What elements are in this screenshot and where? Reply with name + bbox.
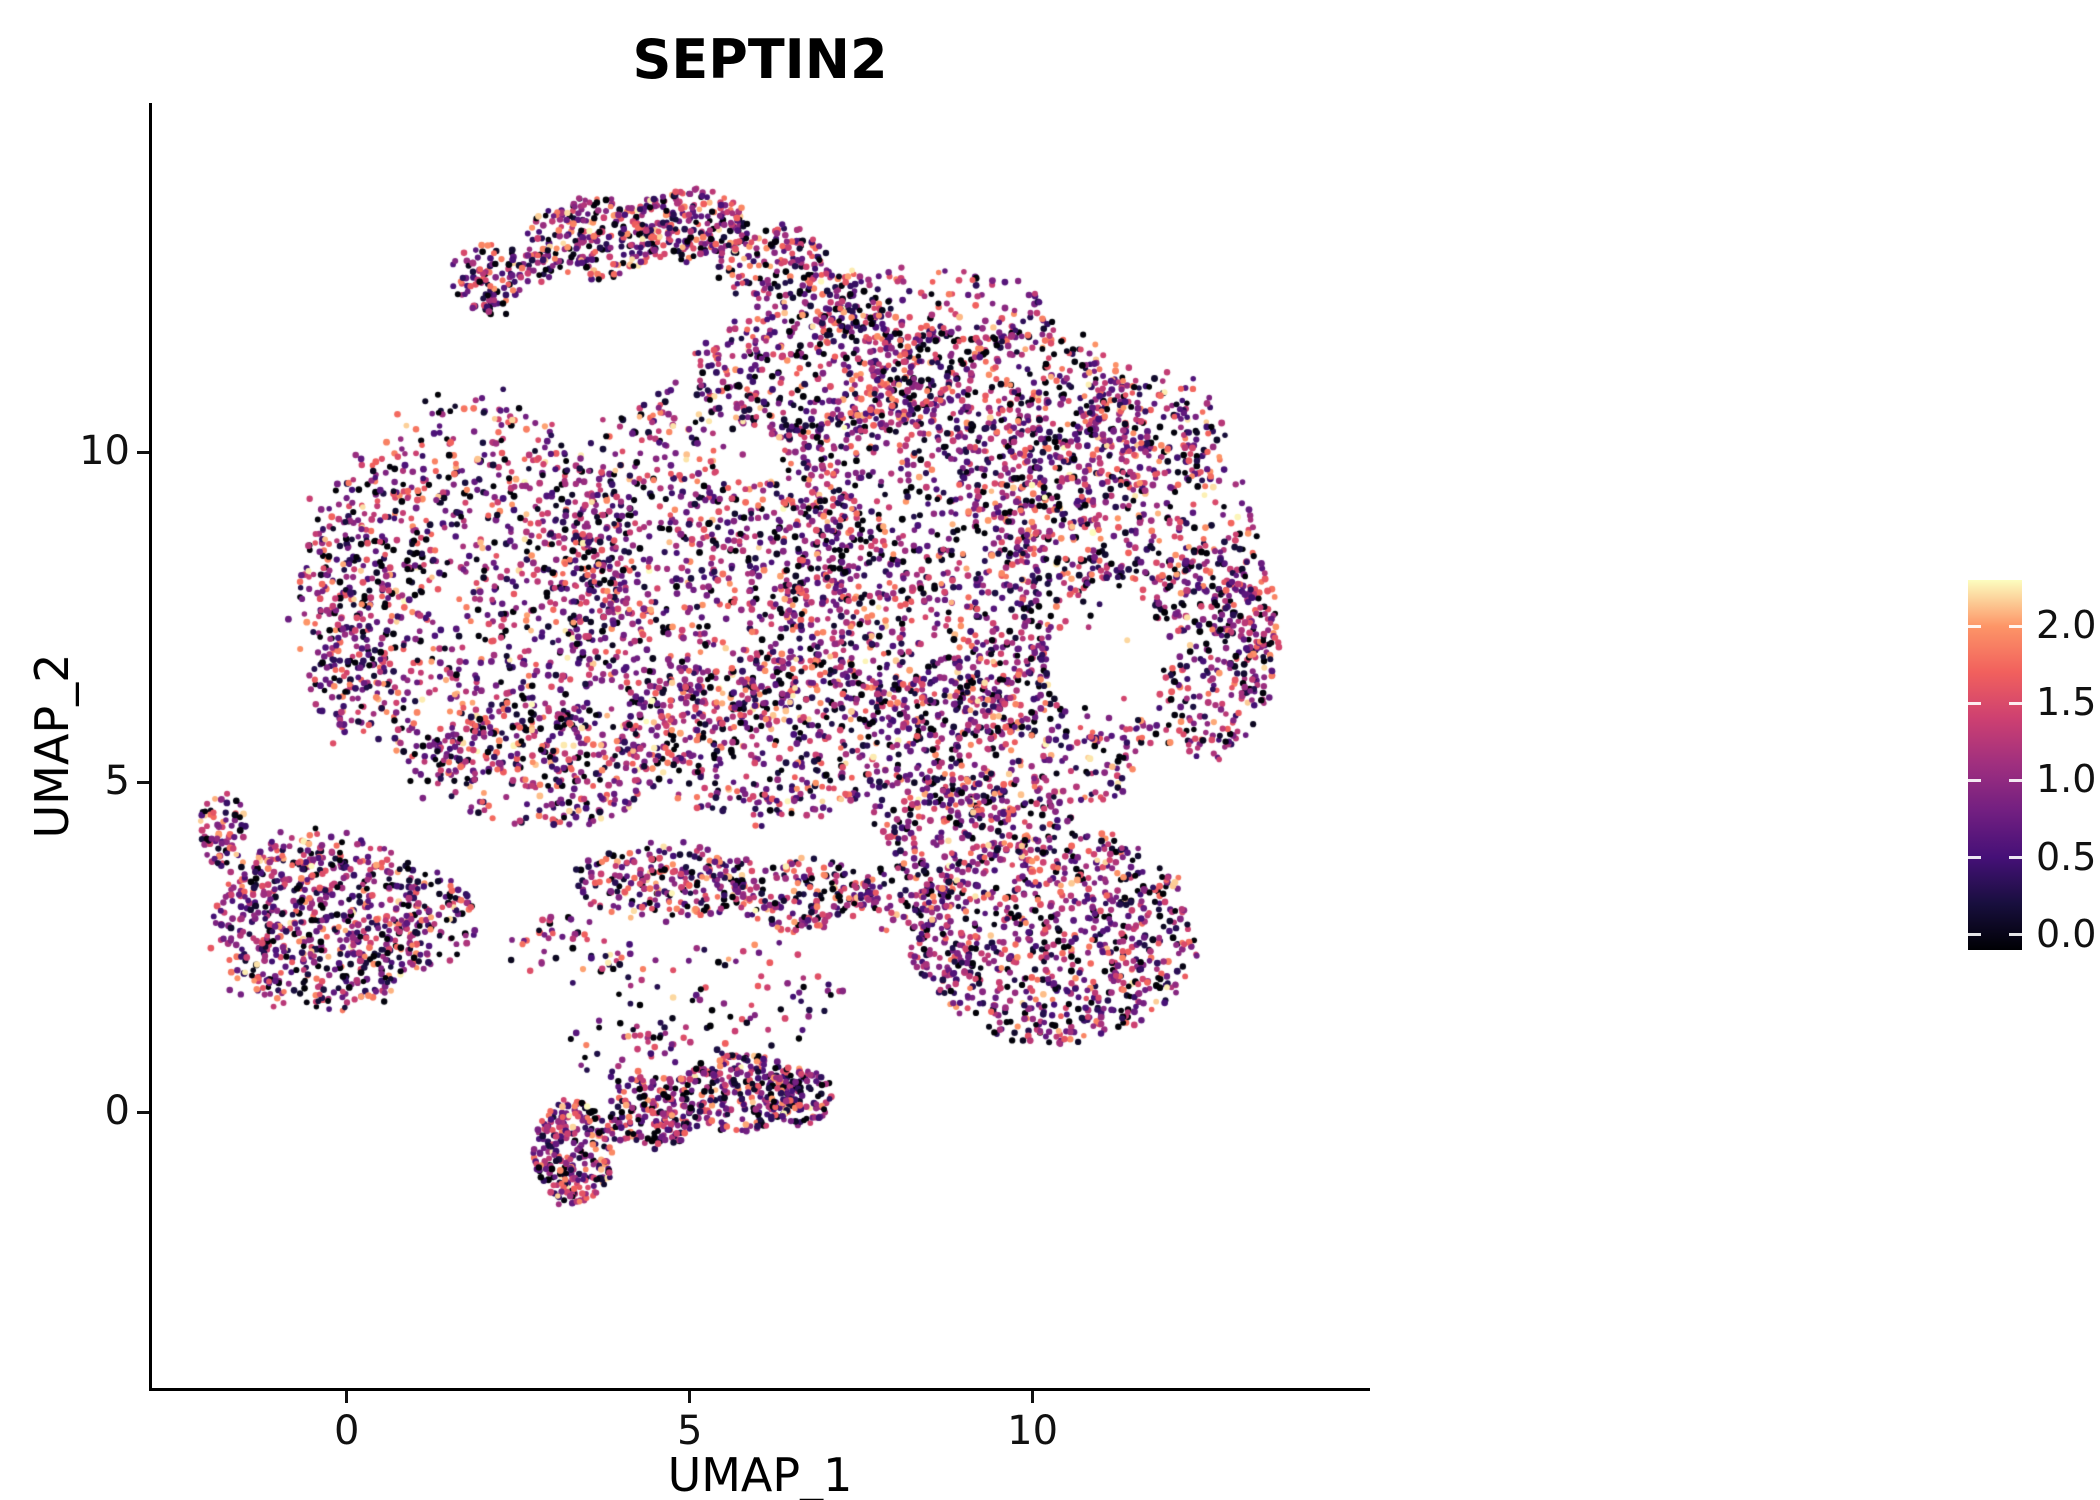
colorbar-tick-mark — [1968, 701, 1981, 705]
colorbar-tick-mark — [1968, 778, 1981, 782]
x-axis-label: UMAP_1 — [667, 1448, 853, 1500]
x-tick-label: 5 — [676, 1408, 703, 1454]
colorbar-tick-label: 2.0 — [2036, 603, 2097, 648]
x-tick-label: 10 — [1007, 1408, 1059, 1454]
colorbar-tick-mark — [2009, 778, 2022, 782]
y-tick-mark — [137, 781, 149, 785]
colorbar-tick-label: 1.5 — [2036, 680, 2097, 725]
x-tick-mark — [688, 1391, 692, 1403]
x-axis-line — [149, 1388, 1370, 1391]
y-axis-line — [149, 103, 152, 1391]
expression-colorbar — [1968, 580, 2022, 950]
plot-title: SEPTIN2 — [632, 28, 888, 91]
x-tick-mark — [345, 1391, 349, 1403]
y-tick-mark — [137, 1111, 149, 1115]
colorbar-tick-mark — [2009, 856, 2022, 859]
colorbar-tick-mark — [1968, 933, 1981, 937]
colorbar-tick-mark — [2009, 624, 2022, 628]
colorbar-tick-mark — [2009, 933, 2022, 937]
colorbar-tick-mark — [2009, 701, 2022, 705]
colorbar-tick-label: 0.0 — [2036, 911, 2097, 956]
y-tick-mark — [137, 451, 149, 455]
colorbar-tick-mark — [1968, 856, 1981, 859]
y-tick-label: 10 — [79, 427, 130, 474]
x-tick-mark — [1031, 1391, 1035, 1403]
colorbar-tick-label: 0.5 — [2036, 834, 2097, 879]
colorbar-tick-label: 1.0 — [2036, 757, 2097, 802]
y-tick-label: 0 — [104, 1087, 130, 1134]
y-axis-label: UMAP_2 — [25, 653, 79, 839]
x-tick-label: 0 — [334, 1408, 360, 1454]
y-tick-label: 5 — [104, 757, 130, 804]
colorbar-tick-mark — [1968, 624, 1981, 628]
